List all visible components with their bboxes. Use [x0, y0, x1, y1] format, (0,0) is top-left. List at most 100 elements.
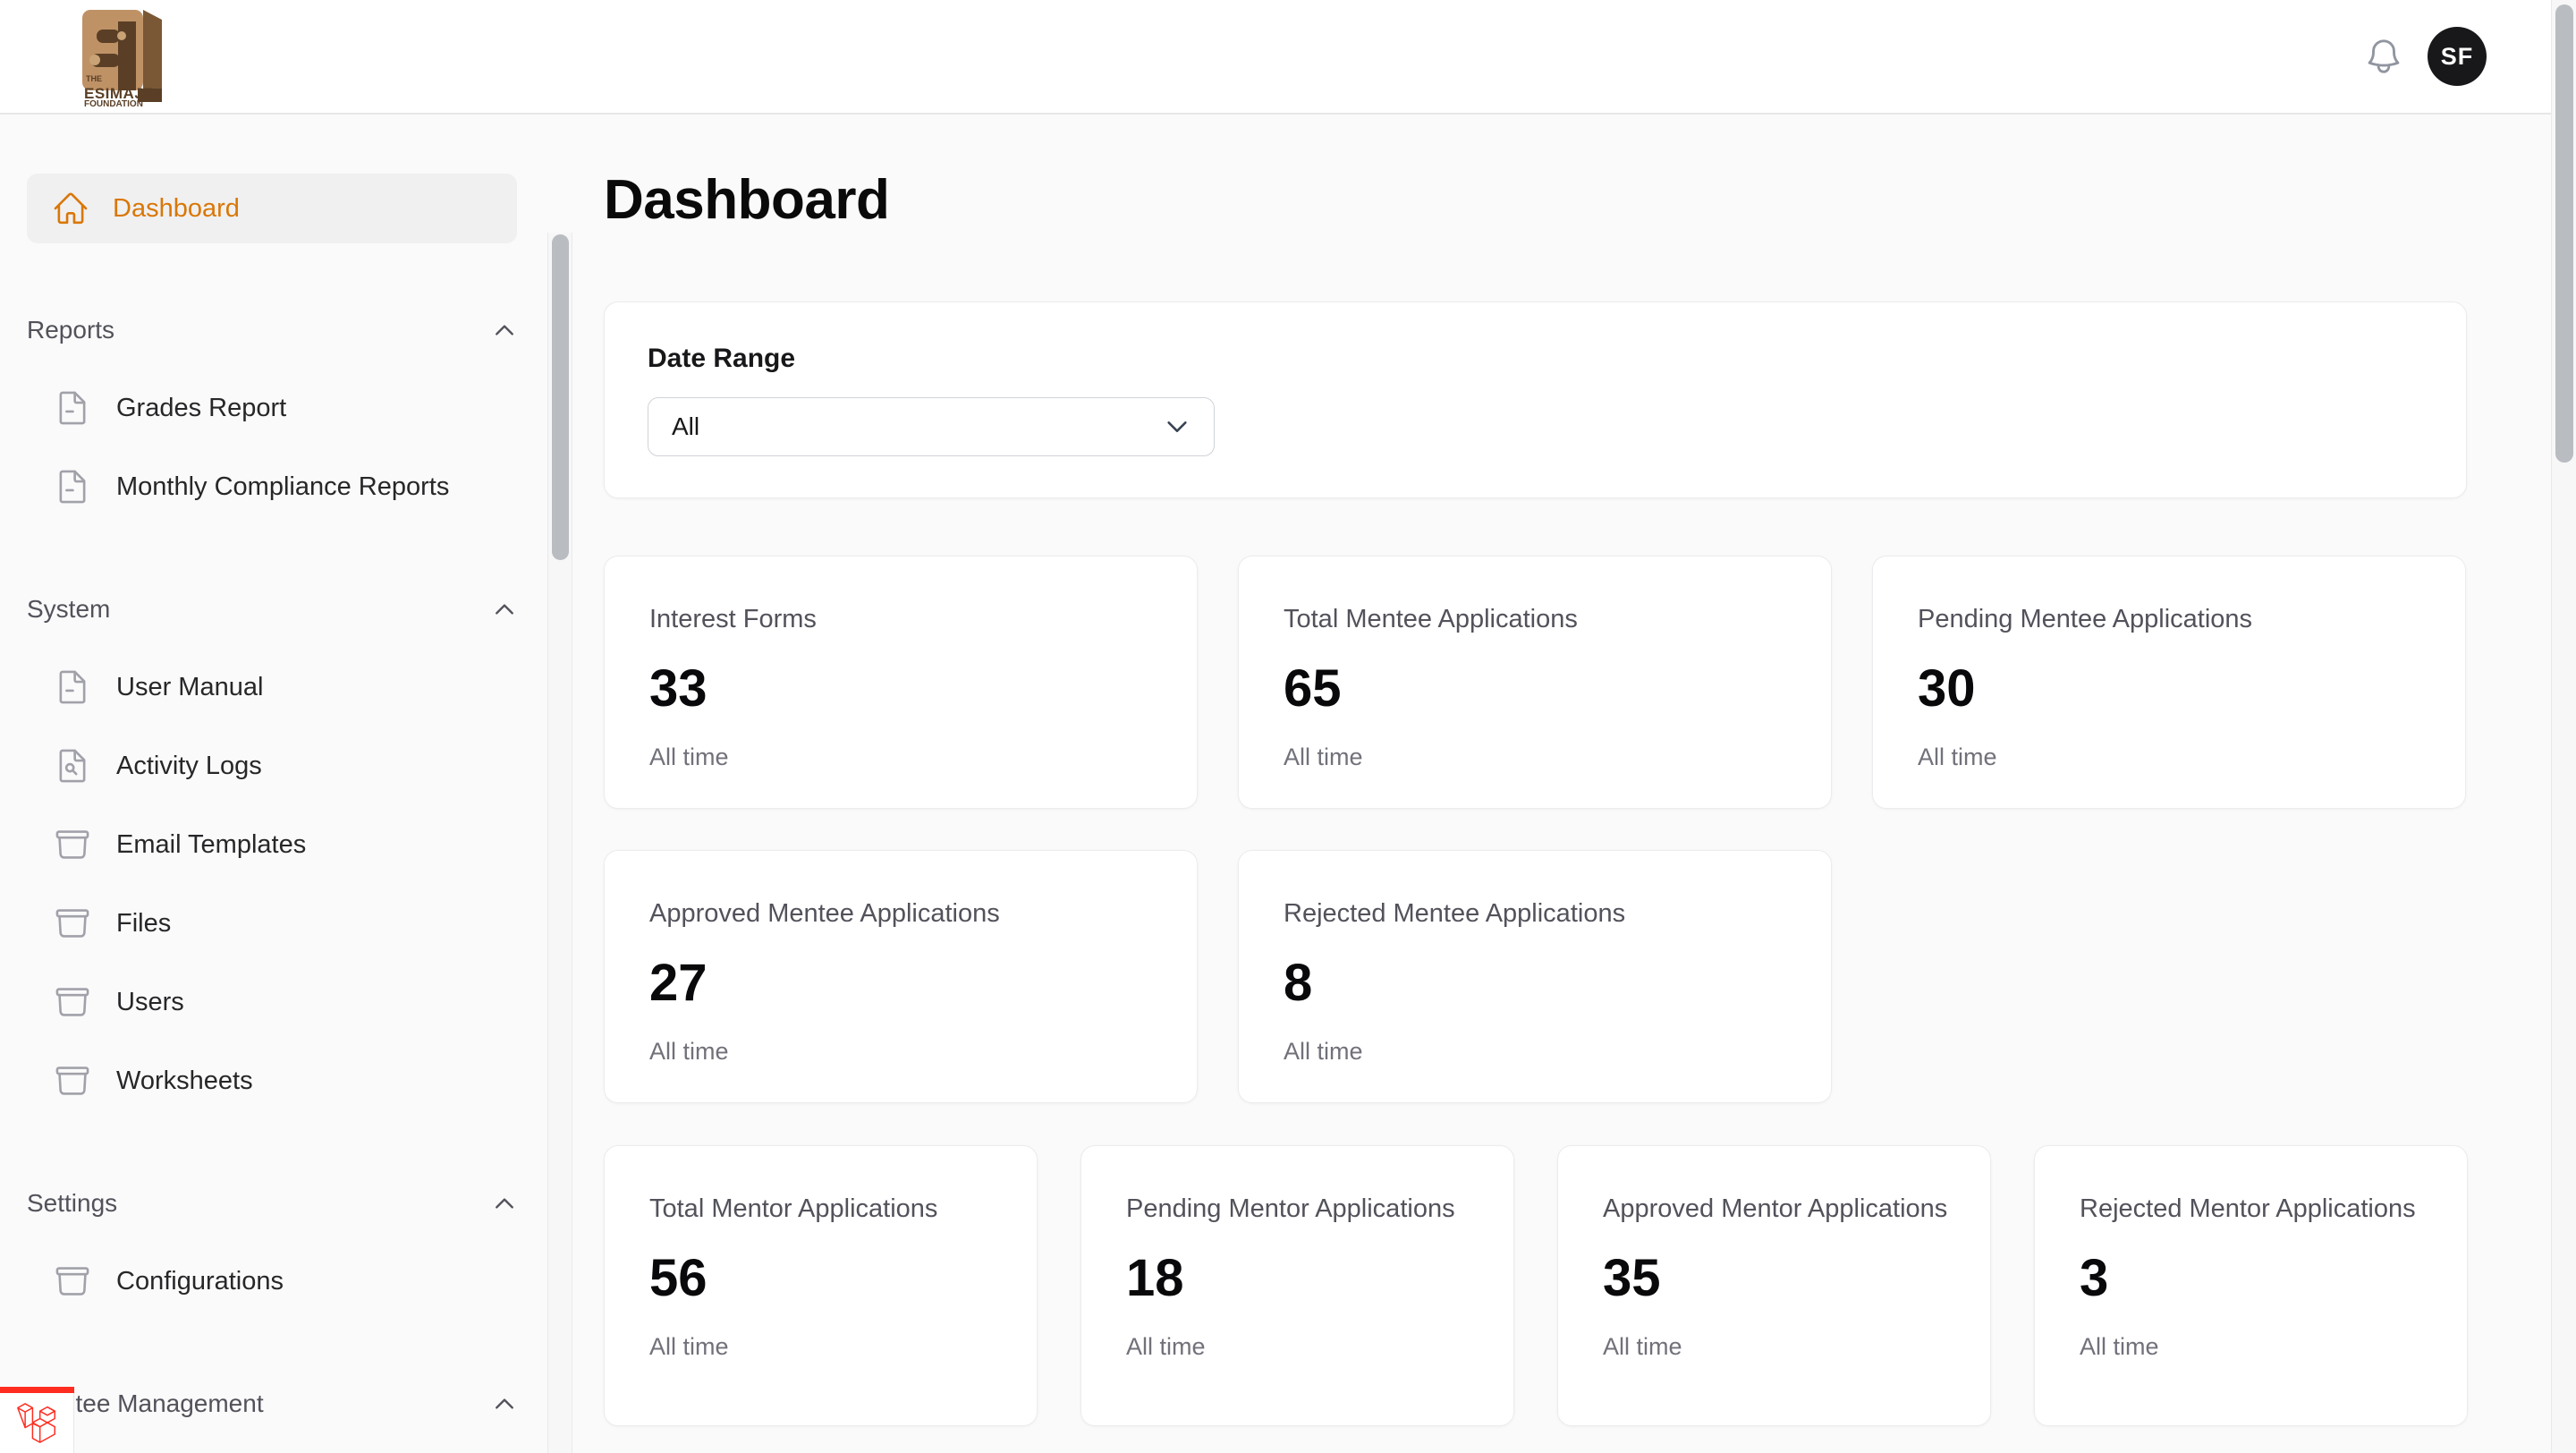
document-search-icon	[59, 749, 86, 783]
stat-period: All time	[2080, 1333, 2159, 1360]
brand-logo: THE ESIMAJE FOUNDATION	[79, 6, 168, 106]
stat-value: 3	[2080, 1249, 2109, 1307]
stat-card-interest-forms: Interest Forms 33 All time	[604, 556, 1198, 809]
archive-icon	[55, 1267, 89, 1296]
selected-option: All	[672, 412, 700, 440]
sidebar-item-email-templates[interactable]: Email Templates	[27, 820, 517, 870]
stat-card-rejected-mentor-applications: Rejected Mentor Applications 3 All time	[2034, 1145, 2468, 1426]
sidebar-item-dashboard[interactable]: Dashboard	[27, 174, 517, 243]
laravel-icon	[17, 1403, 55, 1443]
chevron-down-icon	[1167, 421, 1187, 432]
bell-icon[interactable]	[2363, 36, 2404, 77]
sidebar-item-label: User Manual	[116, 672, 264, 701]
stat-card-approved-mentor-applications: Approved Mentor Applications 35 All time	[1557, 1145, 1991, 1426]
stat-value: 33	[649, 659, 708, 718]
document-icon	[59, 470, 86, 504]
stat-period: All time	[1284, 743, 1363, 770]
sidebar-scrollbar[interactable]	[547, 233, 572, 1453]
archive-icon	[55, 830, 89, 859]
sidebar-item-label: Files	[116, 908, 172, 938]
stat-title: Rejected Mentee Applications	[1284, 899, 1626, 928]
document-icon	[59, 391, 86, 425]
stat-value: 18	[1126, 1249, 1184, 1307]
sidebar-item-monthly-compliance-reports[interactable]: Monthly Compliance Reports	[27, 462, 517, 512]
sidebar-item-label: Worksheets	[116, 1066, 253, 1095]
stat-title: Total Mentor Applications	[649, 1194, 938, 1223]
esimaje-foundation-logo: THE ESIMAJE FOUNDATION	[82, 10, 162, 106]
laravel-debugbar-badge[interactable]	[0, 1387, 74, 1453]
sidebar-item-files[interactable]: Files	[27, 898, 517, 948]
stat-title: Rejected Mentor Applications	[2080, 1194, 2416, 1223]
stats-row-3: Total Mentor Applications 56 All time Pe…	[604, 1145, 2576, 1426]
chevron-up-icon	[496, 604, 513, 615]
sidebar-section-reports[interactable]: Reports	[27, 315, 517, 345]
archive-icon	[55, 1066, 89, 1095]
date-range-label: Date Range	[648, 344, 796, 373]
stat-value: 56	[649, 1249, 708, 1307]
sidebar-item-label: Email Templates	[116, 829, 307, 859]
stat-title: Pending Mentor Applications	[1126, 1194, 1455, 1223]
stat-card-rejected-mentee-applications: Rejected Mentee Applications 8 All time	[1238, 850, 1832, 1103]
page-scrollbar-thumb[interactable]	[2555, 4, 2573, 463]
sidebar-item-worksheets[interactable]: Worksheets	[27, 1056, 517, 1106]
stat-value: 30	[1918, 659, 1976, 718]
stats-row-1: Interest Forms 33 All time Total Mentee …	[604, 556, 2576, 809]
sidebar-scrollbar-thumb[interactable]	[552, 234, 569, 560]
stat-card-total-mentee-applications: Total Mentee Applications 65 All time	[1238, 556, 1832, 809]
stat-value: 65	[1284, 659, 1342, 718]
stat-card-approved-mentee-applications: Approved Mentee Applications 27 All time	[604, 850, 1198, 1103]
sidebar-item-configurations[interactable]: Configurations	[27, 1256, 517, 1306]
avatar[interactable]: SF	[2428, 27, 2487, 86]
stat-period: All time	[1918, 743, 1997, 770]
stat-value: 27	[649, 954, 708, 1012]
sidebar-item-users[interactable]: Users	[27, 977, 517, 1027]
stat-value: 35	[1603, 1249, 1661, 1307]
stats-row-2: Approved Mentee Applications 27 All time…	[604, 850, 2576, 1103]
stat-value: 8	[1284, 954, 1313, 1012]
date-range-select[interactable]: All	[648, 397, 1215, 456]
sidebar-item-label: Monthly Compliance Reports	[116, 472, 450, 501]
home-icon	[54, 192, 88, 225]
sidebar-section-settings[interactable]: Settings	[27, 1188, 517, 1219]
stat-title: Approved Mentee Applications	[649, 899, 1000, 928]
section-label: System	[27, 595, 111, 623]
chevron-up-icon	[496, 1398, 513, 1409]
sidebar-item-label: Grades Report	[116, 393, 287, 422]
sidebar-item-activity-logs[interactable]: Activity Logs	[27, 741, 517, 791]
sidebar-item-label: Users	[116, 987, 184, 1016]
sidebar-item-grades-report[interactable]: Grades Report	[27, 383, 517, 433]
date-range-card: Date Range All	[604, 302, 2467, 498]
section-label: Reports	[27, 316, 115, 344]
stat-title: Pending Mentee Applications	[1918, 605, 2253, 633]
sidebar-item-label: Configurations	[116, 1266, 284, 1296]
debugbar-red-bar	[0, 1387, 74, 1393]
sidebar-item-label: Dashboard	[113, 193, 240, 223]
stat-card-pending-mentor-applications: Pending Mentor Applications 18 All time	[1080, 1145, 1514, 1426]
stat-period: All time	[1284, 1038, 1363, 1065]
stat-card-pending-mentee-applications: Pending Mentee Applications 30 All time	[1872, 556, 2466, 809]
page-title: Dashboard	[604, 169, 890, 231]
sidebar: Dashboard Reports Grades Report Monthly …	[0, 116, 547, 1453]
document-icon	[59, 670, 86, 704]
stat-title: Approved Mentor Applications	[1603, 1194, 1948, 1223]
sidebar-item-label: Activity Logs	[116, 751, 262, 780]
archive-icon	[55, 909, 89, 938]
topbar: THE ESIMAJE FOUNDATION SF	[0, 0, 2576, 115]
svg-text:ESIMAJE: ESIMAJE	[84, 85, 154, 102]
stat-period: All time	[649, 1333, 729, 1360]
stat-period: All time	[649, 743, 729, 770]
page-scrollbar[interactable]	[2551, 0, 2576, 1453]
sidebar-section-system[interactable]: System	[27, 594, 517, 625]
stat-title: Total Mentee Applications	[1284, 605, 1578, 633]
section-label: Settings	[27, 1189, 118, 1217]
stat-period: All time	[649, 1038, 729, 1065]
stat-period: All time	[1603, 1333, 1682, 1360]
chevron-up-icon	[496, 325, 513, 336]
chevron-up-icon	[496, 1198, 513, 1209]
stat-period: All time	[1126, 1333, 1206, 1360]
sidebar-item-user-manual[interactable]: User Manual	[27, 662, 517, 712]
sidebar-section-mentee-management[interactable]: Mentee Management	[27, 1389, 517, 1419]
svg-text:FOUNDATION: FOUNDATION	[84, 99, 143, 106]
main-content: Dashboard Date Range All Interest Forms …	[547, 116, 2576, 1453]
stat-card-total-mentor-applications: Total Mentor Applications 56 All time	[604, 1145, 1038, 1426]
